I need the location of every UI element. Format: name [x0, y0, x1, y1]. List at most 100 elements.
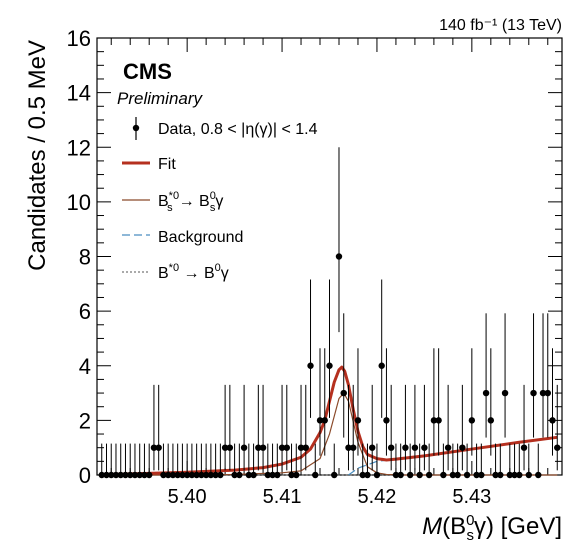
x-axis-title: M(B0 sγ) [GeV]	[422, 512, 562, 544]
data-point	[425, 471, 433, 479]
data-point	[293, 471, 300, 479]
data-point	[350, 444, 357, 451]
legend-fit-label: Fit	[158, 156, 176, 173]
data-point	[188, 471, 196, 479]
data-point	[136, 471, 143, 479]
data-point	[331, 471, 338, 479]
data-point	[369, 444, 376, 451]
data-point	[307, 362, 314, 369]
data-point	[316, 417, 324, 424]
data-point	[554, 444, 561, 451]
data-point	[406, 471, 414, 479]
y-tick-label: 16	[67, 26, 91, 51]
data-point	[221, 444, 229, 451]
y-tick-label: 10	[67, 190, 91, 215]
data-point	[141, 471, 148, 479]
y-tick-label: 14	[67, 81, 91, 106]
y-tick-label: 8	[79, 245, 91, 270]
data-point	[482, 389, 490, 397]
data-point	[516, 471, 523, 479]
y-axis: 0 2 4 6 8 10 12 14 16	[67, 26, 562, 488]
data-point	[525, 471, 532, 479]
data-point	[174, 471, 181, 479]
data-point	[416, 471, 423, 479]
data-point	[169, 471, 177, 479]
data-point	[236, 471, 243, 479]
data-point	[231, 471, 238, 479]
y-tick-label: 0	[79, 463, 91, 488]
y-tick-label: 12	[67, 135, 91, 160]
data-point	[259, 444, 267, 451]
data-point	[459, 444, 466, 451]
data-point	[478, 471, 485, 479]
data-point	[549, 417, 556, 424]
data-point	[103, 471, 110, 479]
data-point	[539, 389, 547, 397]
legend-signal-label: B*0 s → B0 sγ	[158, 190, 223, 214]
data-point	[164, 471, 172, 479]
y-tick-label: 4	[79, 354, 91, 379]
data-point	[340, 389, 347, 397]
data-point	[354, 417, 362, 424]
data-point	[245, 471, 253, 479]
data-point	[198, 471, 205, 479]
data-point	[411, 444, 419, 451]
data-point	[463, 471, 471, 479]
data-point	[212, 471, 219, 479]
data-point	[264, 471, 272, 479]
data-point	[321, 417, 328, 424]
data-point	[359, 471, 366, 479]
legend-background-label: Background	[158, 229, 243, 246]
data-point	[226, 444, 234, 451]
data-point	[383, 417, 390, 424]
y-tick-label: 2	[79, 408, 91, 433]
data-point	[112, 471, 120, 479]
data-point	[193, 471, 200, 479]
data-point	[255, 444, 262, 451]
data-point	[392, 471, 400, 479]
experiment-label: CMS	[123, 59, 172, 84]
data-point	[160, 471, 167, 479]
data-point	[473, 471, 480, 479]
data-point	[274, 471, 281, 479]
data-point	[217, 471, 224, 479]
x-tick-label: 5.43	[452, 486, 491, 508]
data-point	[520, 444, 528, 451]
data-point	[108, 471, 115, 479]
data-point	[150, 444, 158, 451]
data-point	[501, 389, 509, 397]
legend-peaking-label: B*0 → B0γ	[158, 262, 229, 282]
data-point	[131, 471, 139, 479]
data-point	[179, 471, 186, 479]
data-point	[326, 362, 333, 369]
x-tick-label: 5.41	[263, 486, 302, 508]
data-point	[544, 389, 551, 397]
data-point	[378, 362, 385, 369]
data-points	[98, 147, 561, 479]
y-axis-title: Candidates / 0.5 MeV	[24, 40, 51, 271]
legend-data-label: Data, 0.8 < |η(γ)| < 1.4	[158, 121, 318, 138]
data-point	[492, 471, 499, 479]
data-point	[335, 253, 343, 260]
data-point	[345, 444, 352, 451]
x-tick-label: 5.42	[357, 486, 396, 508]
data-point	[454, 471, 461, 479]
data-point	[278, 444, 286, 451]
data-point	[487, 417, 495, 424]
data-point	[202, 471, 210, 479]
data-point	[183, 471, 191, 479]
legend-data-marker	[132, 117, 140, 140]
legend: Data, 0.8 < |η(γ)| < 1.4 Fit B*0 s → B0 sγ …	[122, 117, 318, 282]
data-point	[444, 444, 452, 451]
data-point	[98, 471, 105, 479]
data-point	[297, 444, 305, 451]
data-point	[373, 471, 381, 479]
data-point	[387, 444, 395, 451]
data-point	[302, 444, 309, 451]
data-point	[269, 471, 276, 479]
data-point	[430, 417, 438, 424]
data-point	[468, 417, 476, 424]
data-point	[240, 444, 248, 451]
data-point	[497, 471, 504, 479]
